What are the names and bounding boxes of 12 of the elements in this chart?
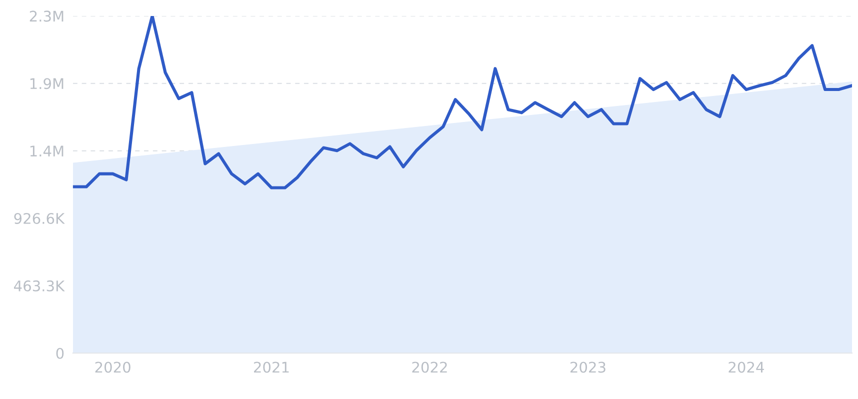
- y-tick-label: 926.6K: [14, 212, 65, 224]
- x-tick-label: 2023: [570, 362, 606, 373]
- y-tick-label: 463.3K: [14, 280, 65, 292]
- x-tick-label: 2022: [412, 362, 447, 373]
- x-tick-label: 2020: [95, 362, 130, 373]
- x-tick-label: 2021: [254, 362, 289, 373]
- x-tick-label: 2024: [728, 362, 764, 373]
- y-tick-label: 1.4M: [30, 146, 64, 156]
- y-tick-label: 1.9M: [30, 78, 64, 90]
- y-tick-label: 2.3M: [30, 10, 64, 22]
- y-tick-label: 0: [56, 348, 64, 359]
- line-series: [72, 16, 852, 190]
